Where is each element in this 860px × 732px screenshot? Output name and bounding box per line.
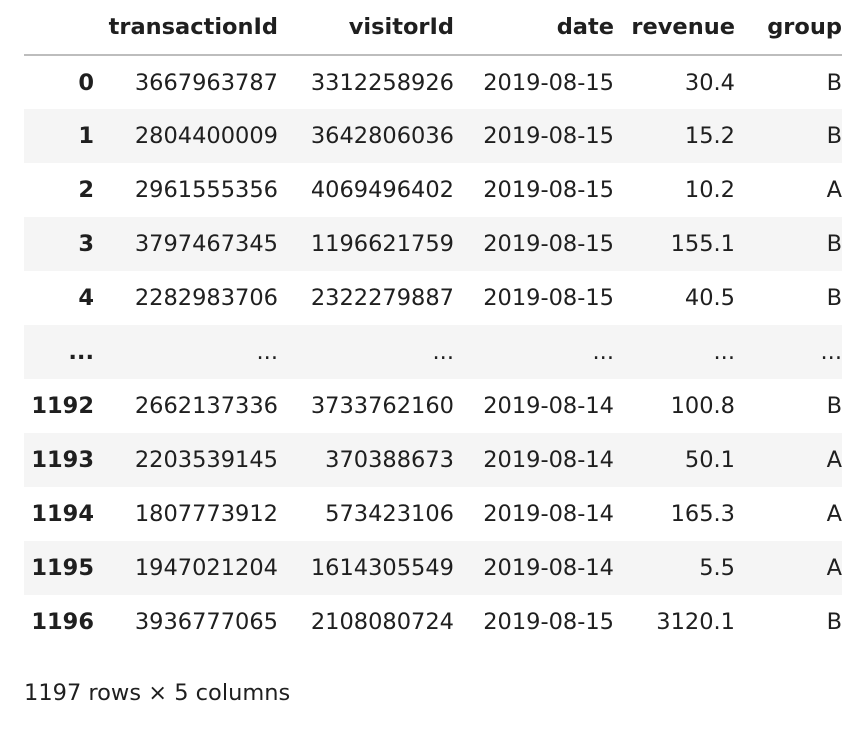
table-cell-visitorId: 1196621759 <box>310 231 454 257</box>
table-cell-group: B <box>826 123 842 149</box>
table-cell-visitorId: 1614305549 <box>310 555 454 581</box>
table-cell-visitorId: 370388673 <box>325 447 454 473</box>
table-cell-transactionId: 2282983706 <box>134 285 278 311</box>
table-cell-revenue: 155.1 <box>670 231 735 257</box>
dataframe-shape-caption: 1197 rows × 5 columns <box>24 680 291 706</box>
table-cell-date: 2019-08-15 <box>483 69 614 96</box>
table-cell-revenue: 40.5 <box>684 285 735 311</box>
table-row: 1 2804400009 3642806036 2019-08-15 15.2 B <box>24 109 842 163</box>
dataframe-table: transactionId visitorId date revenue gro… <box>24 0 842 649</box>
table-cell-date: 2019-08-14 <box>483 393 614 419</box>
table-cell-date: 2019-08-14 <box>483 447 614 473</box>
table-cell-visitorId: 4069496402 <box>310 177 454 203</box>
table-cell-group: B <box>826 285 842 311</box>
table-cell-transactionId: 3936777065 <box>134 609 278 635</box>
table-cell-date: 2019-08-14 <box>483 555 614 581</box>
table-cell-group: A <box>826 555 842 581</box>
column-header-revenue: revenue <box>614 0 735 56</box>
table-cell-transactionId: 1807773912 <box>134 501 278 527</box>
table-cell-group: A <box>826 447 842 473</box>
row-index: 1192 <box>31 393 94 419</box>
table-row: 2 2961555356 4069496402 2019-08-15 10.2 A <box>24 163 842 217</box>
table-cell-visitorId: 3312258926 <box>310 69 454 96</box>
table-cell-revenue: ... <box>713 339 735 365</box>
table-cell-group: B <box>826 231 842 257</box>
row-index: 1193 <box>31 447 94 473</box>
table-cell-visitorId: ... <box>432 339 454 365</box>
table-cell-transactionId: ... <box>256 339 278 365</box>
table-cell-visitorId: 2108080724 <box>310 609 454 635</box>
table-cell-revenue: 165.3 <box>670 501 735 527</box>
row-index: 1 <box>78 123 94 149</box>
table-cell-group: B <box>826 609 842 635</box>
row-index: 1194 <box>31 501 94 527</box>
table-cell-transactionId: 1947021204 <box>134 555 278 581</box>
table-body: 0 3667963787 3312258926 2019-08-15 30.4 B 1 280… <box>24 55 842 649</box>
column-header-transactionId: transactionId <box>94 0 278 56</box>
table-cell-revenue: 50.1 <box>684 447 735 473</box>
table-cell-transactionId: 3667963787 <box>134 69 278 96</box>
row-index: 2 <box>78 177 94 203</box>
index-header <box>24 0 94 56</box>
table-header: transactionId visitorId date revenue gro… <box>24 0 842 56</box>
row-index: 4 <box>78 285 94 311</box>
table-cell-date: 2019-08-15 <box>483 609 614 635</box>
table-cell-revenue: 100.8 <box>670 393 735 419</box>
row-index: 1196 <box>31 609 94 635</box>
table-cell-transactionId: 2662137336 <box>134 393 278 419</box>
table-cell-date: 2019-08-15 <box>483 123 614 149</box>
table-row: 1193 2203539145 370388673 2019-08-14 50.1 A <box>24 433 842 487</box>
table-cell-transactionId: 2203539145 <box>134 447 278 473</box>
table-cell-revenue: 3120.1 <box>656 609 735 635</box>
table-row: .................. <box>24 325 842 379</box>
row-index: ... <box>68 339 94 365</box>
table-cell-revenue: 15.2 <box>684 123 735 149</box>
table-row: 1194 1807773912 573423106 2019-08-14 165.3 A <box>24 487 842 541</box>
table-cell-date: 2019-08-15 <box>483 285 614 311</box>
table-cell-visitorId: 2322279887 <box>310 285 454 311</box>
table-cell-transactionId: 2804400009 <box>134 123 278 149</box>
column-header-visitorId: visitorId <box>278 0 454 56</box>
table-cell-group: B <box>826 393 842 419</box>
table-cell-visitorId: 3642806036 <box>310 123 454 149</box>
table-cell-transactionId: 3797467345 <box>134 231 278 257</box>
row-index: 3 <box>78 231 94 257</box>
table-row: 4 2282983706 2322279887 2019-08-15 40.5 B <box>24 271 842 325</box>
table-cell-date: ... <box>592 339 614 365</box>
header-row: transactionId visitorId date revenue gro… <box>24 0 842 56</box>
table-cell-group: B <box>826 69 842 96</box>
table-cell-revenue: 10.2 <box>684 177 735 203</box>
table-cell-group: A <box>826 177 842 203</box>
table-row: 1195 1947021204 1614305549 2019-08-14 5.5 A <box>24 541 842 595</box>
table-cell-transactionId: 2961555356 <box>134 177 278 203</box>
table-row: 1196 3936777065 2108080724 2019-08-15 3120.1… <box>24 595 842 649</box>
table-cell-revenue: 5.5 <box>699 555 735 581</box>
row-index: 0 <box>78 69 94 96</box>
table-cell-date: 2019-08-15 <box>483 231 614 257</box>
table-cell-date: 2019-08-14 <box>483 501 614 527</box>
table-row: 1192 2662137336 3733762160 2019-08-14 100.8 B <box>24 379 842 433</box>
table-row: 0 3667963787 3312258926 2019-08-15 30.4 B <box>24 55 842 109</box>
table-cell-visitorId: 573423106 <box>325 501 454 527</box>
table-cell-group: A <box>826 501 842 527</box>
table-cell-visitorId: 3733762160 <box>310 393 454 419</box>
table-cell-group: ... <box>820 339 842 365</box>
table-cell-revenue: 30.4 <box>684 69 735 96</box>
column-header-date: date <box>454 0 614 56</box>
table-row: 3 3797467345 1196621759 2019-08-15 155.1 B <box>24 217 842 271</box>
column-header-group: group <box>735 0 842 56</box>
row-index: 1195 <box>31 555 94 581</box>
table-cell-date: 2019-08-15 <box>483 177 614 203</box>
